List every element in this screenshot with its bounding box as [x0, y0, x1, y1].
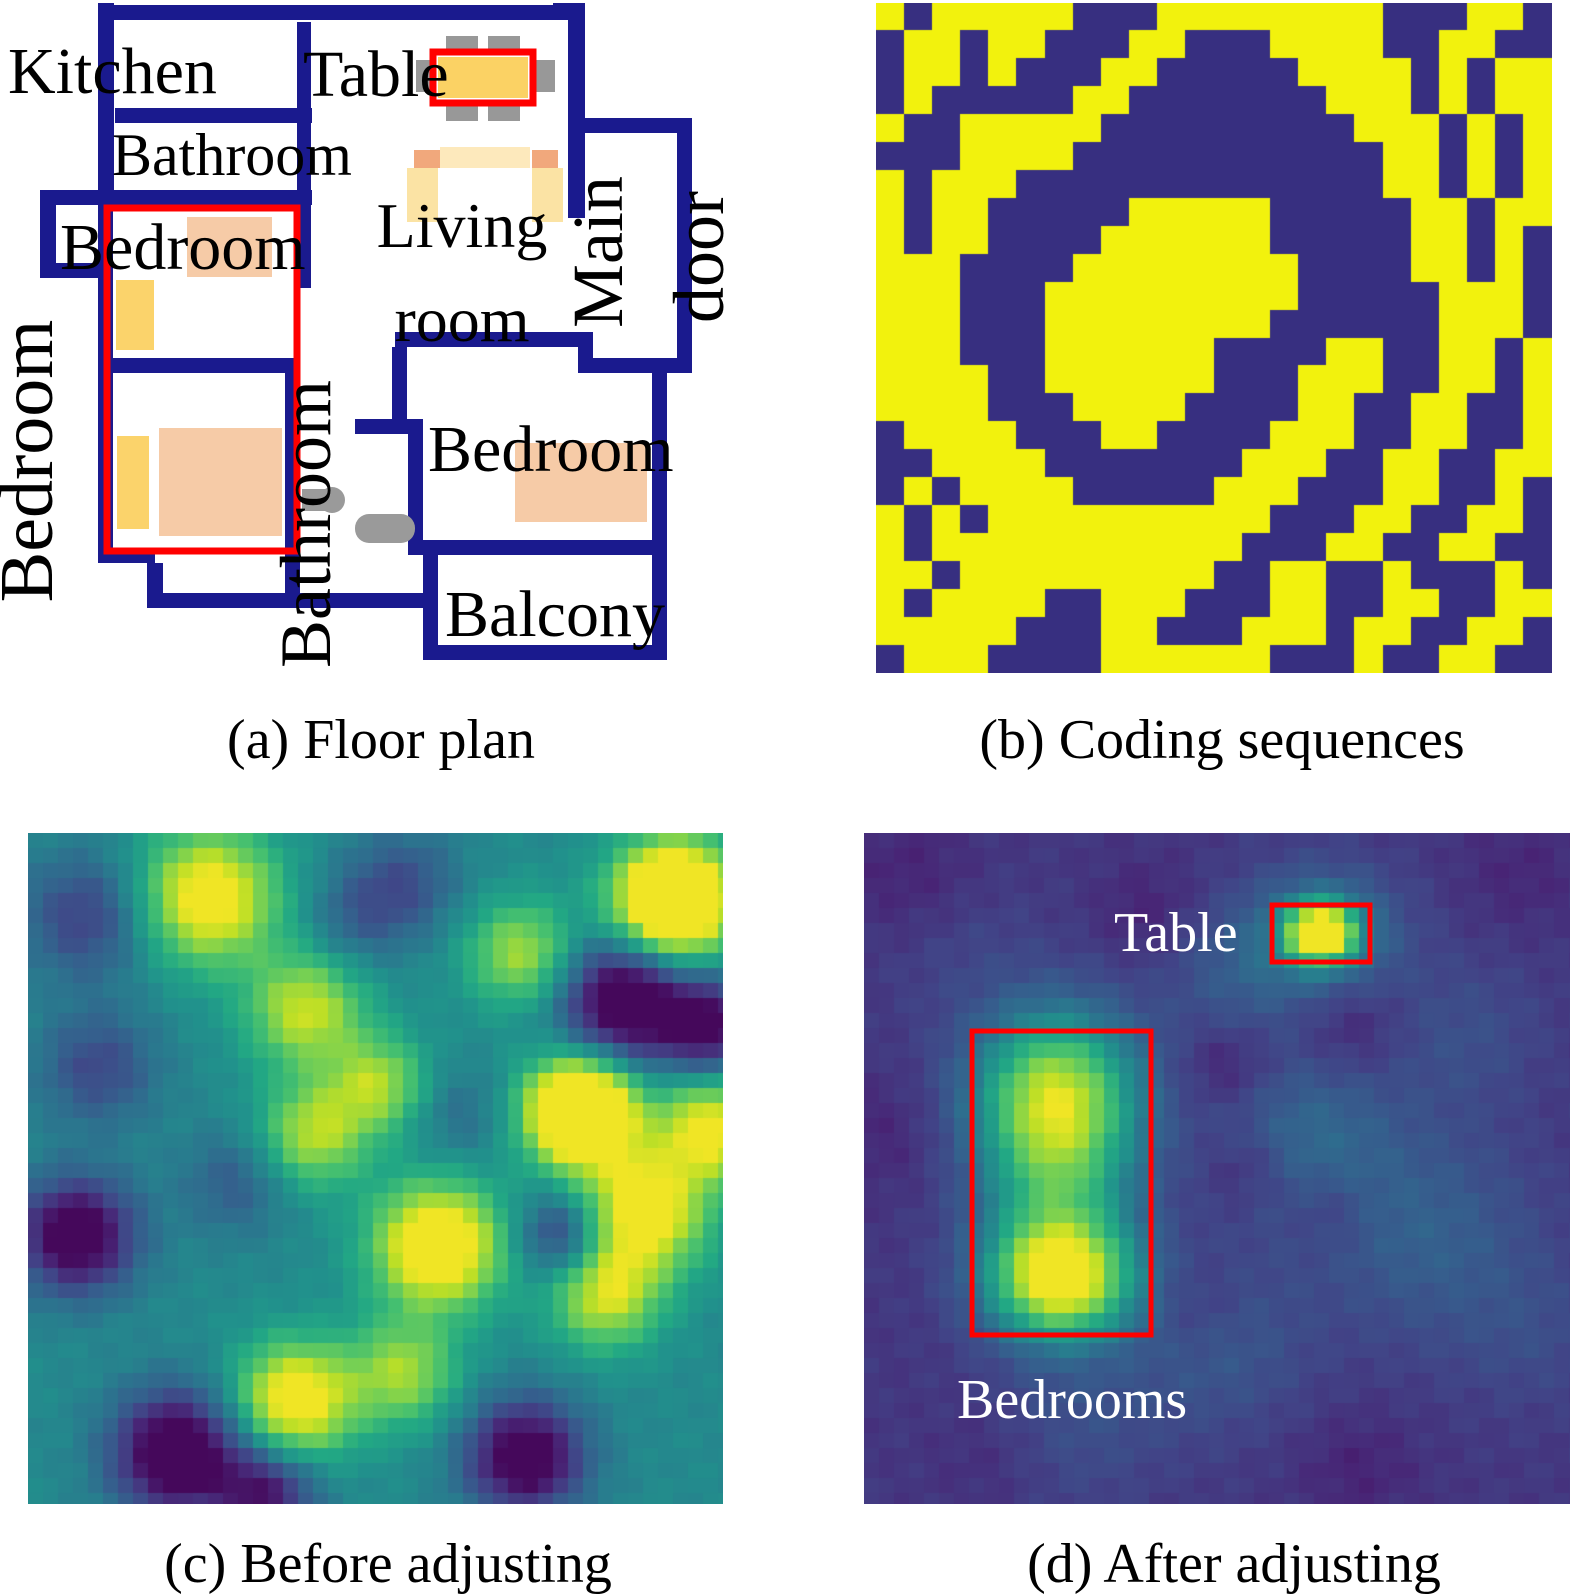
wall — [98, 3, 114, 205]
nightstand-shape — [116, 280, 154, 350]
sink-shape — [355, 514, 415, 543]
nightstand-shape — [117, 436, 149, 529]
wall — [408, 434, 423, 540]
highlight-box — [429, 48, 537, 107]
wall — [395, 332, 578, 347]
wall — [355, 419, 423, 434]
room-label: door — [659, 191, 739, 323]
wall — [652, 373, 667, 660]
sofa-side-shape — [407, 168, 438, 222]
heatmap-annotation-label: Table — [1114, 902, 1238, 964]
detection-box — [1269, 902, 1373, 965]
highlight-box — [103, 204, 301, 555]
room-label: Main — [558, 176, 638, 328]
wall — [107, 358, 297, 373]
wall — [153, 593, 423, 608]
room-label: Living — [377, 190, 548, 261]
sofa-arm-shape — [414, 150, 440, 168]
wall — [40, 190, 312, 205]
room-label: Table — [303, 38, 449, 111]
wall — [568, 3, 585, 218]
wall — [423, 540, 438, 660]
after-adjusting-heatmap — [864, 833, 1570, 1504]
bed-shape — [187, 217, 272, 277]
wall — [40, 263, 98, 278]
toilet-bowl-shape — [319, 487, 345, 513]
room-label: room — [394, 284, 529, 355]
room-label: Bedroom — [428, 413, 674, 486]
wall — [585, 118, 692, 133]
heatmap-annotation-label: Bedrooms — [957, 1369, 1187, 1431]
floor-plan-panel: Kitchen Table Bathroom Bedroom Living room Mai… — [0, 0, 780, 700]
sofa-back-shape — [440, 147, 530, 168]
dining-table-shape — [438, 57, 528, 98]
bed-shape — [159, 428, 282, 536]
wall — [423, 645, 667, 660]
sofa-arm-shape — [532, 150, 558, 168]
wall — [578, 358, 692, 373]
before-adjusting-heatmap — [28, 833, 723, 1504]
wall — [98, 5, 568, 20]
after-adjusting-panel: Table Bedrooms — [864, 833, 1570, 1504]
chair-shape — [446, 104, 478, 121]
floor-plan-drawing: Kitchen Table Bathroom Bedroom Living room Mai… — [0, 3, 739, 668]
room-label: Kitchen — [8, 35, 217, 108]
wall — [392, 347, 407, 422]
coding-sequences-heatmap — [876, 3, 1552, 673]
room-label: Bedroom — [60, 211, 306, 284]
detection-box — [969, 1028, 1154, 1338]
caption-after-adjusting: (d) After adjusting — [1027, 1533, 1441, 1595]
room-label: Bathroom — [266, 380, 346, 668]
sofa-side-shape — [532, 168, 563, 222]
chair-shape — [533, 60, 555, 92]
room-label: Bedroom — [0, 320, 69, 603]
bed-shape — [515, 443, 647, 522]
chair-shape — [488, 104, 520, 121]
room-label: Bathroom — [112, 122, 352, 188]
wall — [40, 190, 56, 278]
chair-shape — [416, 60, 433, 92]
wall — [677, 133, 692, 360]
caption-coding-sequences: (b) Coding sequences — [979, 709, 1465, 771]
caption-floor-plan: (a) Floor plan — [227, 709, 535, 771]
caption-before-adjusting: (c) Before adjusting — [164, 1533, 612, 1595]
after-adjusting-annotations: Table Bedrooms — [957, 902, 1373, 1431]
wall — [408, 540, 655, 555]
wall — [115, 108, 312, 123]
room-label: Balcony — [445, 578, 665, 651]
